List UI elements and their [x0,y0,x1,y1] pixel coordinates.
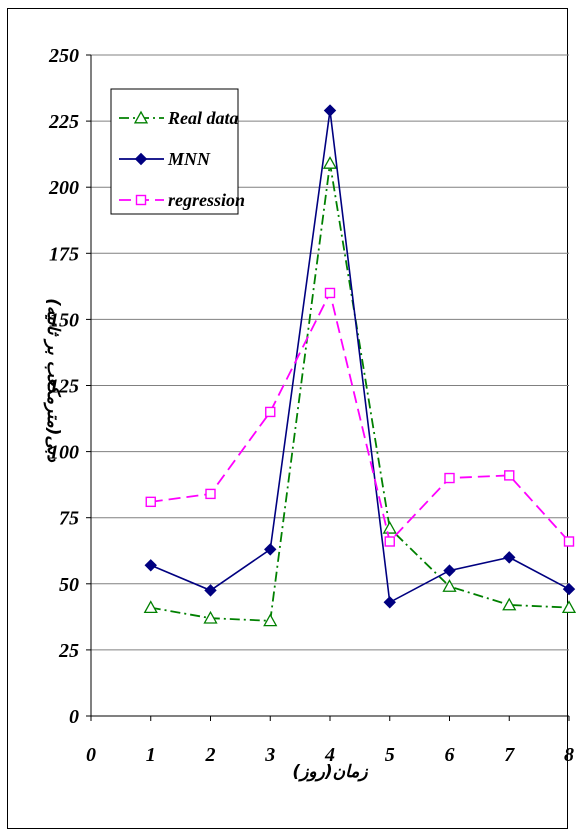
y-tick-label: 225 [48,111,79,133]
x-tick-label: 1 [146,744,156,766]
x-tick-label: 4 [324,744,335,766]
legend-label: regression [168,190,245,210]
data-point [561,600,576,614]
y-tick-label: 125 [49,376,79,398]
y-tick-label: 200 [48,177,79,199]
y-tick-label: 75 [59,508,79,530]
data-point [562,582,576,596]
y-tick-label: 0 [69,706,79,728]
legend-swatch-marker [134,152,148,166]
data-point [144,559,157,572]
y-tick-label: 150 [49,309,79,331]
x-tick-label: 2 [205,744,216,766]
x-tick-label: 0 [86,744,96,766]
data-point [502,597,517,611]
data-point [323,104,337,117]
data-point [382,520,397,534]
data-point [444,472,455,484]
data-point [204,584,217,597]
data-point [205,488,216,500]
x-tick-labels: 0 1 2 3 4 5 6 7 8 [86,716,574,766]
legend: Real data MNN regression [110,88,245,215]
data-point [145,496,156,508]
y-axis-label: دبی(مترمکعب بر ثانیه) [43,298,63,462]
y-tick-labels: 0 25 50 75 100 125 150 175 200 225 250 [48,45,91,728]
data-point [563,536,575,547]
data-point [203,610,218,624]
series-line-regression [150,290,570,544]
data-point [265,406,276,418]
y-tick-label: 250 [48,45,79,67]
y-tick-label: 25 [58,640,79,662]
legend-swatch-marker [135,194,147,206]
data-point [442,579,457,592]
y-tick-label: 100 [49,442,79,464]
data-point [263,613,278,627]
data-point [443,564,456,577]
data-point [384,536,395,547]
data-point [143,600,158,614]
data-point [264,543,277,556]
data-point [383,596,396,609]
series-line-real-data [150,163,570,622]
x-tick-label: 7 [504,744,515,766]
legend-box [110,88,239,215]
y-tick-label: 175 [49,243,79,265]
data-point [324,287,336,299]
series-line-mnn [150,110,570,604]
x-tick-label: 5 [385,744,395,766]
series-group [143,104,576,627]
legend-label: Real data [167,108,239,128]
data-point [322,156,338,169]
legend-swatch-marker [133,110,149,124]
x-axis-label: زمان(روز) [292,762,368,782]
x-tick-label: 3 [264,744,275,766]
data-point [504,470,515,481]
y-tick-label: 50 [59,574,79,596]
x-tick-label: 6 [445,744,455,766]
legend-label: MNN [167,149,211,169]
x-tick-label: 8 [564,744,574,766]
data-point [503,551,516,564]
